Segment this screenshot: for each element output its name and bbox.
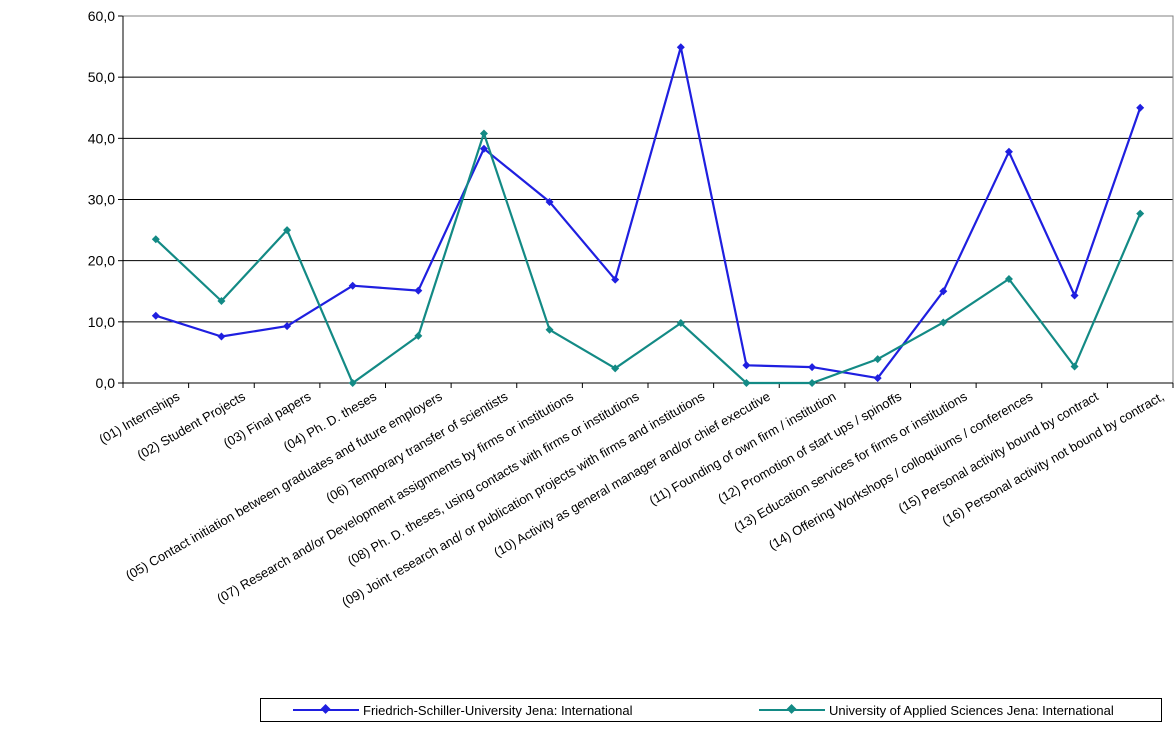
legend-label-series-1: Friedrich-Schiller-University Jena: Inte… [363,702,633,718]
series-line-2 [155,132,1142,385]
series-1-point [283,322,292,331]
y-tick-label: 0,0 [96,375,116,391]
legend-swatch-series-1 [293,703,359,714]
series-1-point [545,197,554,206]
y-tick-label: 40,0 [88,130,115,146]
y-tick-label: 30,0 [88,192,115,208]
series-2-point [217,297,226,306]
series-2-point [348,379,357,387]
series-1-point [414,286,423,295]
series-2-point [479,129,488,138]
series-1-point [873,374,882,383]
legend-item-series-2: University of Applied Sciences Jena: Int… [757,699,1114,721]
series-1-point [1004,147,1013,156]
series-1-point [1136,103,1145,112]
series-2-point [676,319,685,328]
legend-label-series-2: University of Applied Sciences Jena: Int… [829,702,1114,718]
series-2-point [611,364,620,373]
series-lines [151,43,1145,387]
series-2-point [1070,362,1079,371]
series-2-point [545,325,554,334]
y-tick-label: 50,0 [88,69,115,85]
series-2-point [742,379,751,387]
axes [118,15,1174,388]
series-1-point [742,361,751,370]
legend-swatch-series-2 [759,703,825,714]
series-1-point [676,43,685,52]
x-tick-labels: (01) Internships(02) Student Projects(03… [96,388,1166,609]
series-1-point [217,332,226,341]
series-1-point [1070,291,1079,300]
x-tick-label: (13) Education services for firms or ins… [731,388,970,535]
series-1-point [611,275,620,284]
y-tick-labels: 0,0 10,0 20,0 30,0 40,0 50,0 60,0 [88,8,115,391]
y-tick-label: 60,0 [88,8,115,24]
series-line-1 [155,46,1142,380]
series-2-point [1136,209,1145,218]
series-2-point [939,318,948,327]
series-2-point [1004,275,1013,284]
gridlines [123,15,1173,323]
series-1-point [808,363,817,372]
legend-item-series-1: Friedrich-Schiller-University Jena: Inte… [291,699,633,721]
y-tick-label: 20,0 [88,253,115,269]
series-1-point [348,281,357,290]
series-1-point [151,311,160,320]
series-2-point [808,379,817,387]
series-2-point [151,235,160,244]
series-2-point [414,331,423,340]
series-2-point [283,226,292,235]
y-tick-label: 10,0 [88,314,115,330]
x-tick-label: (02) Student Projects [134,388,248,462]
legend: Friedrich-Schiller-University Jena: Inte… [260,698,1162,722]
series-1-point [939,287,948,296]
series-2-point [873,355,882,364]
series-1-point [479,144,488,153]
